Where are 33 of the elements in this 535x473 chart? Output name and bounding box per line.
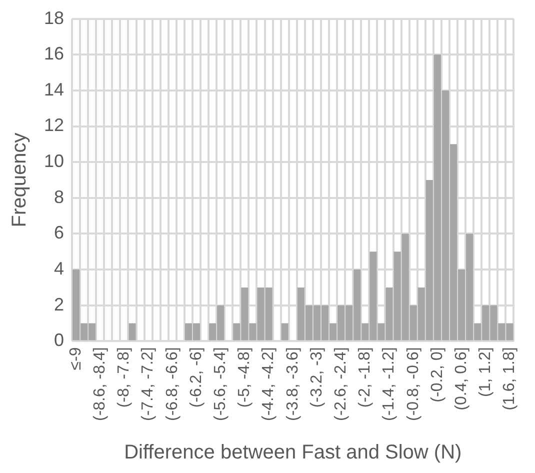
y-tick-label: 6	[54, 222, 64, 243]
x-tick-label: ≤-9	[67, 347, 84, 370]
x-tick-label: (-6.2, -6]	[188, 347, 205, 408]
x-tick-label: (1, 1.2]	[477, 347, 494, 398]
y-tick-label: 0	[54, 330, 64, 350]
y-tick-label: 2	[54, 294, 64, 314]
x-tick-label: (-3.2, -3]	[308, 347, 326, 408]
x-tick-label: (-2, -1.8]	[356, 347, 374, 408]
x-tick-label: (-5, -4.8]	[236, 347, 254, 408]
x-tick-label: (-2.6, -2.4]	[332, 347, 350, 422]
y-tick-label: 8	[54, 186, 64, 207]
y-tick-label: 12	[44, 115, 64, 136]
x-tick-label: (-4.4, -4.2]	[260, 347, 278, 422]
x-tick-label: (-7.4, -7.2]	[140, 347, 157, 422]
x-tick-label: (-5.6, -5.4]	[212, 347, 230, 422]
x-tick-label: (0.4, 0.6]	[452, 347, 470, 410]
y-tick-label: 4	[54, 258, 64, 279]
x-tick-label: (-8.6, -8.4]	[92, 347, 109, 422]
x-tick-label: (-3.8, -3.6]	[284, 347, 302, 422]
y-axis-title: Frequency	[8, 132, 31, 228]
y-tick-label: 18	[44, 8, 64, 28]
x-tick-label: (-0.2, 0]	[428, 347, 446, 402]
x-tick-label: (-8, -7.8]	[116, 347, 133, 408]
y-tick-label: 14	[44, 79, 64, 100]
bar	[128, 323, 136, 340]
bar	[281, 323, 288, 340]
x-tick-label: (-6.8, -6.6]	[164, 347, 181, 422]
y-tick-label: 10	[44, 151, 64, 172]
y-tick-label: 16	[44, 44, 64, 64]
x-axis-title: Difference between Fast and Slow (N)	[124, 442, 462, 464]
x-tick-label: (1.6, 1.8]	[501, 347, 518, 410]
x-tick-label: (-0.8, -0.6]	[404, 347, 422, 422]
x-tick-label: (-1.4, -1.2]	[380, 347, 398, 422]
